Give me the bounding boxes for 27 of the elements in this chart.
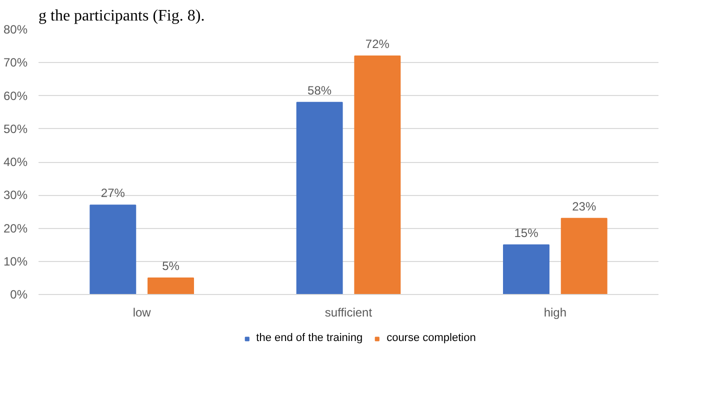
data-label: 72% [365,37,390,52]
y-tick-label: 80% [3,22,28,36]
data-label: 23% [572,199,596,214]
bar [148,277,194,294]
x-tick-label: sufficient [324,306,373,320]
bar [503,244,550,294]
data-label: 27% [100,186,126,200]
bar [560,218,608,294]
y-tick-label: 70% [3,56,28,70]
x-tick-label: low [132,306,152,320]
bar [90,204,136,294]
bar [354,56,401,294]
bar [296,102,343,294]
data-label: 58% [308,83,332,98]
y-tick-label: 50% [3,122,28,136]
y-tick-label: 0% [10,288,28,302]
y-tick-label: 20% [3,221,28,236]
y-tick-label: 40% [3,155,28,169]
y-tick-label: 30% [3,188,28,202]
legend-label: course completion [386,332,476,344]
data-label: 5% [162,258,180,273]
legend-label: the end of the training [256,332,363,344]
text: g the participants (Fig. 8). [38,8,205,24]
y-tick-label: 10% [3,254,28,268]
y-tick-label: 60% [3,88,28,103]
x-tick-label: high [544,306,567,320]
data-label: 15% [514,226,539,240]
